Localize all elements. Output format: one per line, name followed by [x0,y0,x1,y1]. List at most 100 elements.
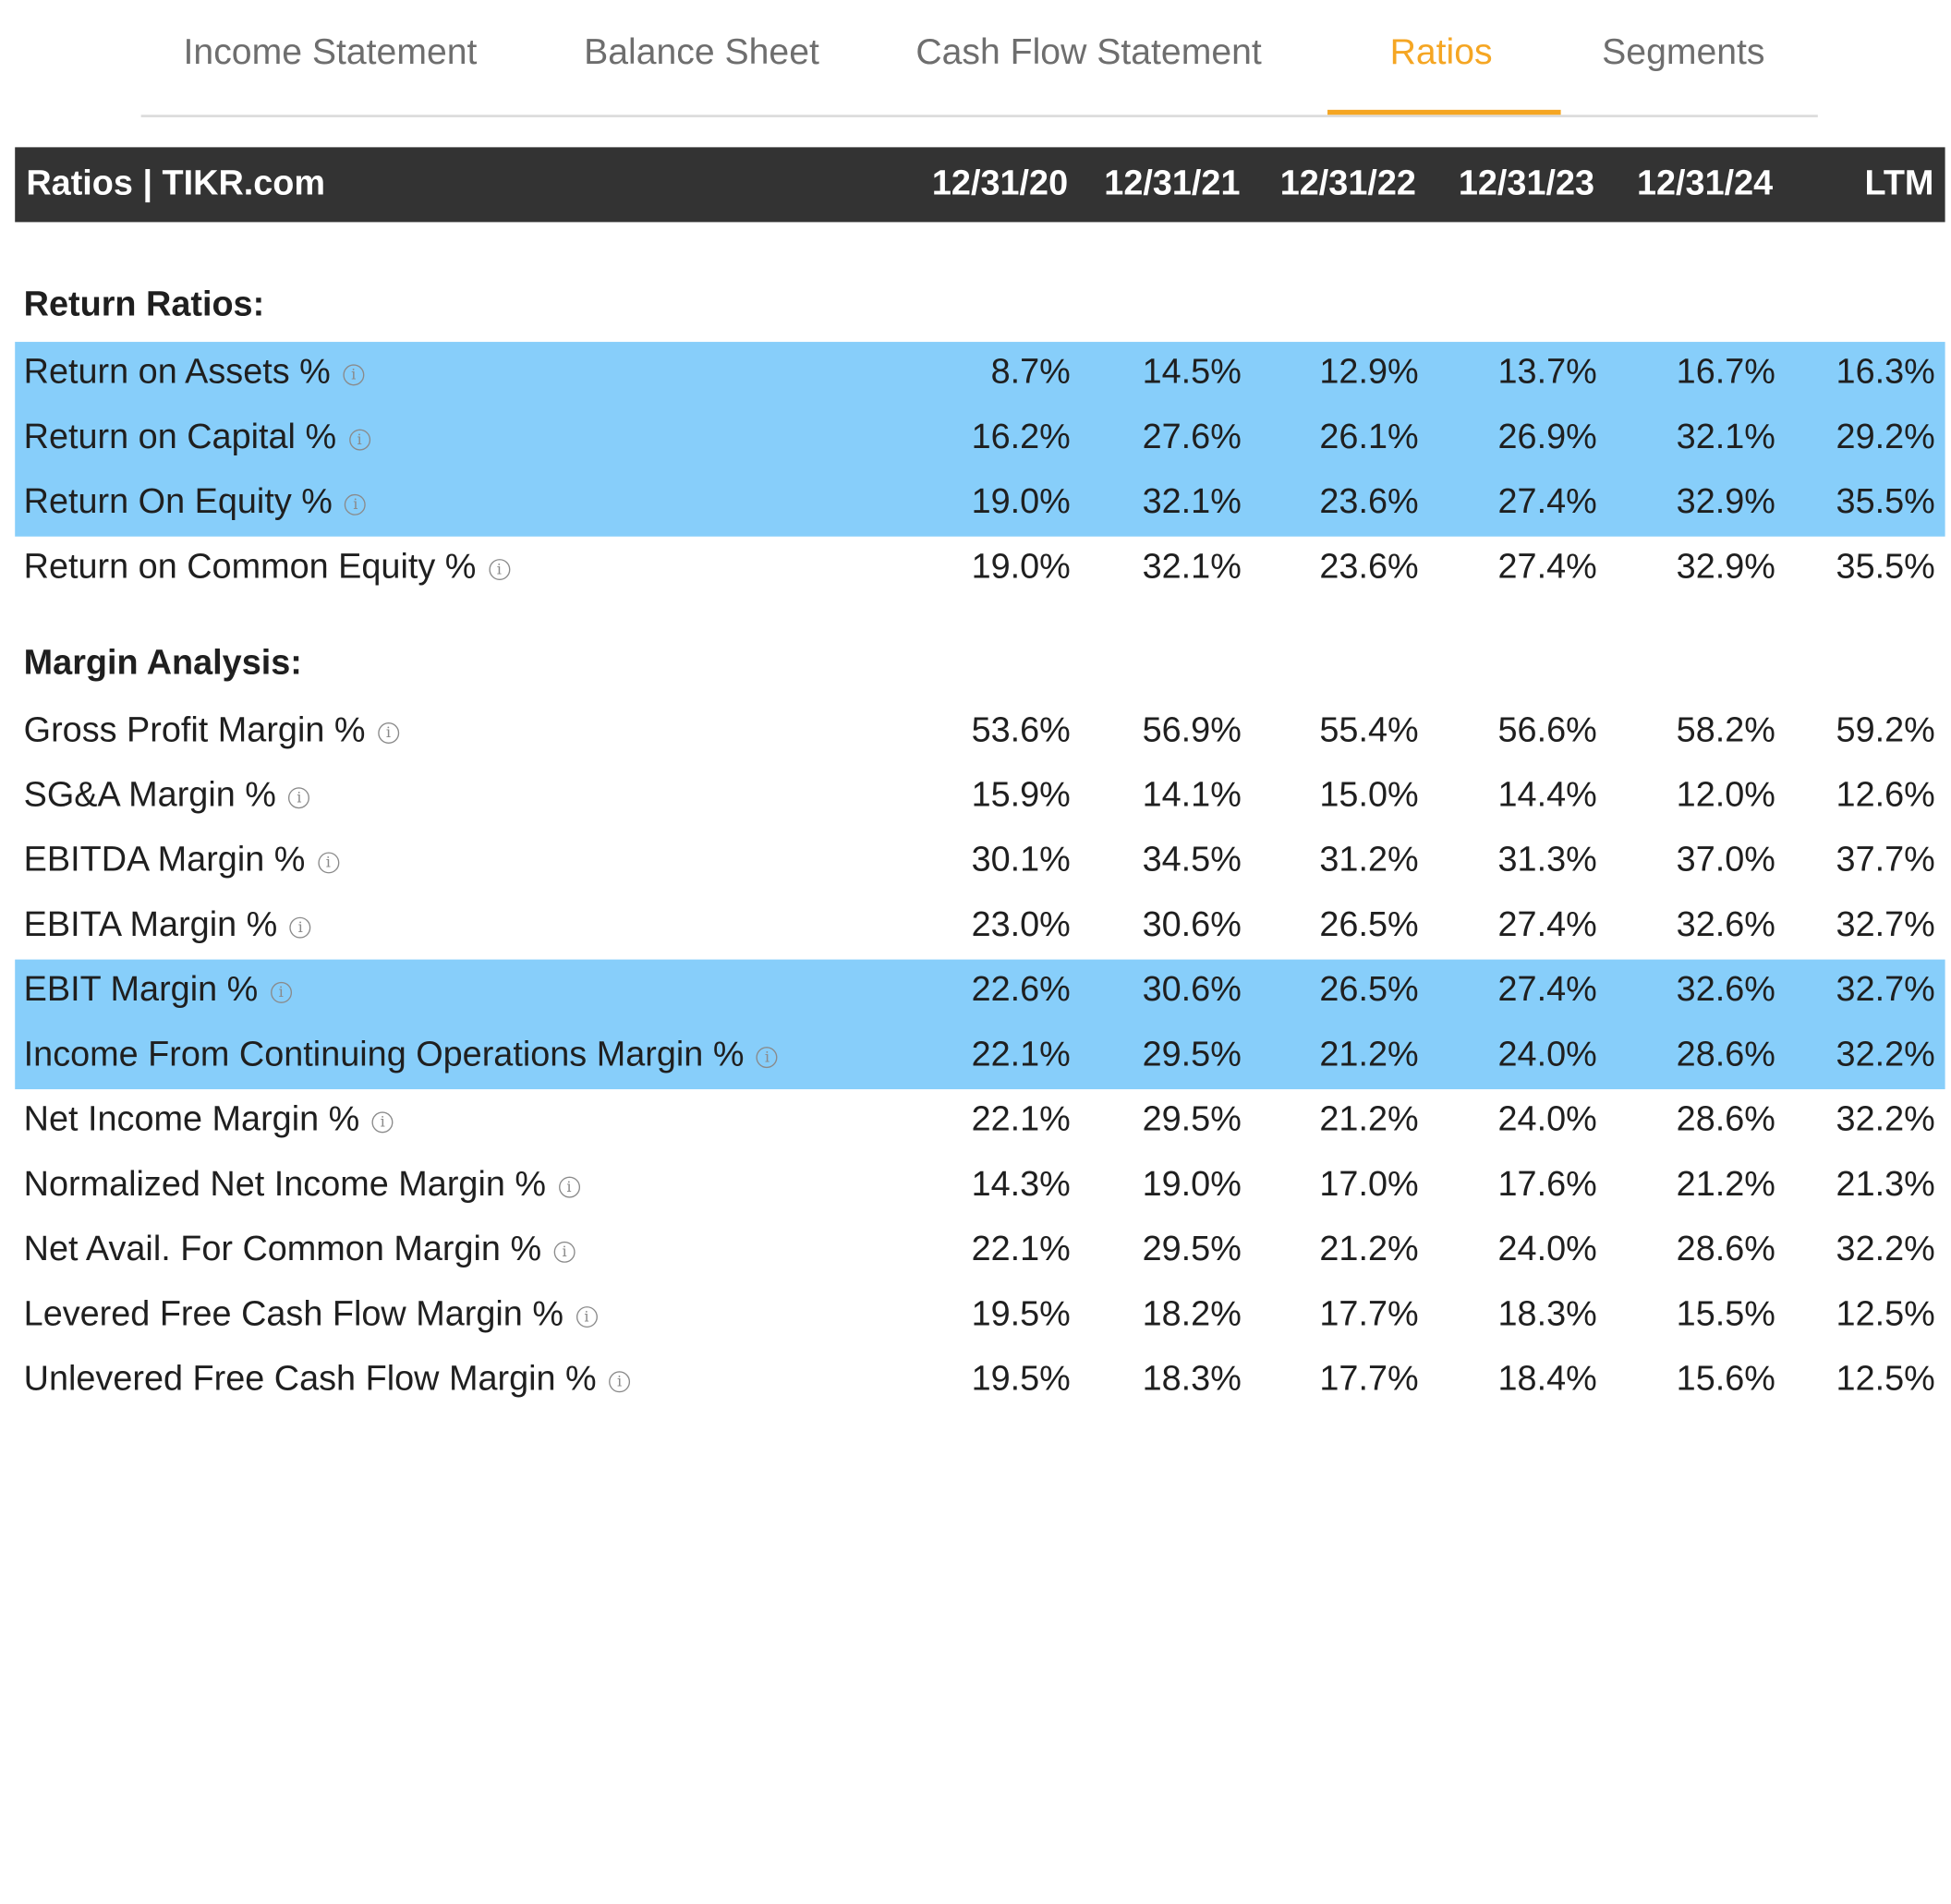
table-cell: 14.3% [971,1164,1071,1203]
row-label-text: EBIT Margin % [23,969,259,1009]
table-cell: 37.7% [1836,839,1935,879]
tab-segments[interactable]: Segments [1602,32,1765,73]
table-cell: 32.2% [1836,1229,1935,1268]
table-cell: 32.9% [1676,481,1775,521]
table-row[interactable]: Return on Assets % i 8.7% 14.5% 12.9% 13.7% 16… [15,342,1945,406]
info-icon[interactable]: i [371,1111,394,1134]
section-heading: Margin Analysis: [23,642,302,682]
info-icon[interactable]: i [317,852,339,874]
table-cell: 59.2% [1836,709,1935,749]
info-icon[interactable]: i [345,493,367,515]
info-icon[interactable]: i [378,722,400,744]
row-highlight [15,342,1945,537]
table-cell: 17.7% [1319,1293,1419,1333]
row-label: EBITDA Margin % i [24,840,339,879]
info-icon[interactable]: i [558,1176,580,1198]
row-highlight [15,959,1945,1090]
info-icon[interactable]: i [553,1241,576,1263]
info-icon[interactable]: i [270,981,292,1003]
table-cell: 28.6% [1676,1034,1775,1073]
row-label: Return on Capital % i [24,417,370,456]
table-cell: 15.5% [1676,1293,1775,1333]
table-cell: 21.2% [1319,1229,1419,1268]
table-cell: 16.7% [1676,351,1775,391]
table-cell: 27.4% [1497,969,1597,1009]
table-cell: 31.2% [1319,839,1419,879]
info-icon[interactable]: i [576,1306,598,1328]
table-cell: 32.7% [1836,969,1935,1009]
table-cell: 12.5% [1836,1358,1935,1398]
table-row[interactable]: Net Avail. For Common Margin % i 22.1% 29.5… [15,1219,1945,1284]
info-icon[interactable]: i [756,1047,778,1069]
table-row[interactable]: Normalized Net Income Margin % i 14.3% 19.0… [15,1154,1945,1219]
table-row[interactable]: Gross Profit Margin % i 53.6% 56.9% 55.4% 56.… [15,700,1945,765]
tab-ratios[interactable]: Ratios [1389,32,1493,73]
info-icon[interactable]: i [609,1371,631,1393]
table-row[interactable]: Return on Common Equity % i 19.0% 32.1% 23.6… [15,537,1945,601]
tab-balance-sheet[interactable]: Balance Sheet [584,32,819,73]
table-row[interactable]: SG&A Margin % i 15.9% 14.1% 15.0% 14.4% 12.0% 1… [15,765,1945,830]
table-cell: 22.1% [971,1098,1071,1138]
info-icon[interactable]: i [348,429,370,451]
table-cell: 16.3% [1836,351,1935,391]
table-cell: 32.1% [1142,546,1242,586]
table-cell: 26.5% [1319,904,1419,944]
tab-income-statement[interactable]: Income Statement [183,32,478,73]
info-icon[interactable]: i [288,787,310,809]
row-label: EBITA Margin % i [24,904,311,944]
row-label: Normalized Net Income Margin % i [24,1164,580,1204]
table-cell: 56.9% [1142,709,1242,749]
table-cell: 24.0% [1497,1098,1597,1138]
table-cell: 29.5% [1142,1098,1242,1138]
column-header: 12/31/21 [1104,163,1241,202]
table-row[interactable]: Return on Capital % i 16.2% 27.6% 26.1% 26.9%… [15,406,1945,471]
column-header: 12/31/20 [931,163,1069,202]
row-label-text: Gross Profit Margin % [23,709,366,749]
row-label: Gross Profit Margin % i [23,709,400,749]
row-label: EBIT Margin % i [24,969,292,1009]
table-cell: 22.6% [971,969,1071,1009]
table-cell: 19.0% [1142,1164,1242,1203]
column-header: 12/31/24 [1636,163,1774,202]
info-icon[interactable]: i [289,916,311,939]
table-cell: 32.1% [1142,481,1242,521]
table-cell: 12.5% [1836,1293,1935,1333]
table-cell: 27.6% [1142,417,1242,455]
table-cell: 30.1% [971,839,1071,879]
table-row[interactable]: Unlevered Free Cash Flow Margin % i 19.5% 1… [15,1349,1945,1413]
info-icon[interactable]: i [488,559,510,581]
row-label-text: Income From Continuing Operations Margin… [23,1034,745,1073]
table-cell: 21.2% [1319,1034,1419,1073]
table-row[interactable]: Levered Free Cash Flow Margin % i 19.5% 18.… [15,1284,1945,1349]
row-label: Return on Assets % i [24,352,365,392]
table-cell: 37.0% [1676,839,1775,879]
table-cell: 15.0% [1319,774,1419,814]
table-cell: 32.9% [1676,546,1775,586]
table-cell: 55.4% [1319,709,1419,749]
table-row[interactable]: EBITA Margin % i 23.0% 30.6% 26.5% 27.4% 32.6%… [15,894,1945,959]
table-row[interactable]: Income From Continuing Operations Margin… [15,1025,1945,1089]
table-cell: 21.3% [1836,1164,1935,1203]
table-cell: 12.9% [1319,351,1419,391]
table-row[interactable]: EBIT Margin % i 22.6% 30.6% 26.5% 27.4% 32.6% 3… [15,960,1945,1025]
row-label-text: Return on Assets % [23,351,331,391]
table-cell: 32.6% [1676,969,1775,1009]
info-icon[interactable]: i [343,364,365,386]
row-label-text: Unlevered Free Cash Flow Margin % [23,1358,597,1398]
tab-cash-flow-statement[interactable]: Cash Flow Statement [915,32,1262,73]
row-label-text: Net Income Margin % [23,1098,360,1138]
table-cell: 15.9% [971,774,1071,814]
table-cell: 13.7% [1497,351,1597,391]
table-cell: 12.0% [1676,774,1775,814]
row-label-text: Return on Capital % [23,417,337,455]
table-cell: 22.1% [971,1034,1071,1073]
table-row[interactable]: Return On Equity % i 19.0% 32.1% 23.6% 27.4% 3… [15,472,1945,537]
table-cell: 23.0% [971,904,1071,944]
table-cell: 17.7% [1319,1358,1419,1398]
table-row[interactable]: Net Income Margin % i 22.1% 29.5% 21.2% 24.0%… [15,1089,1945,1154]
table-cell: 26.5% [1319,969,1419,1009]
table-row[interactable]: EBITDA Margin % i 30.1% 34.5% 31.2% 31.3% 37.0… [15,830,1945,894]
row-label-text: Return on Common Equity % [23,546,477,586]
column-header: 12/31/23 [1458,163,1595,202]
table-cell: 30.6% [1142,969,1242,1009]
